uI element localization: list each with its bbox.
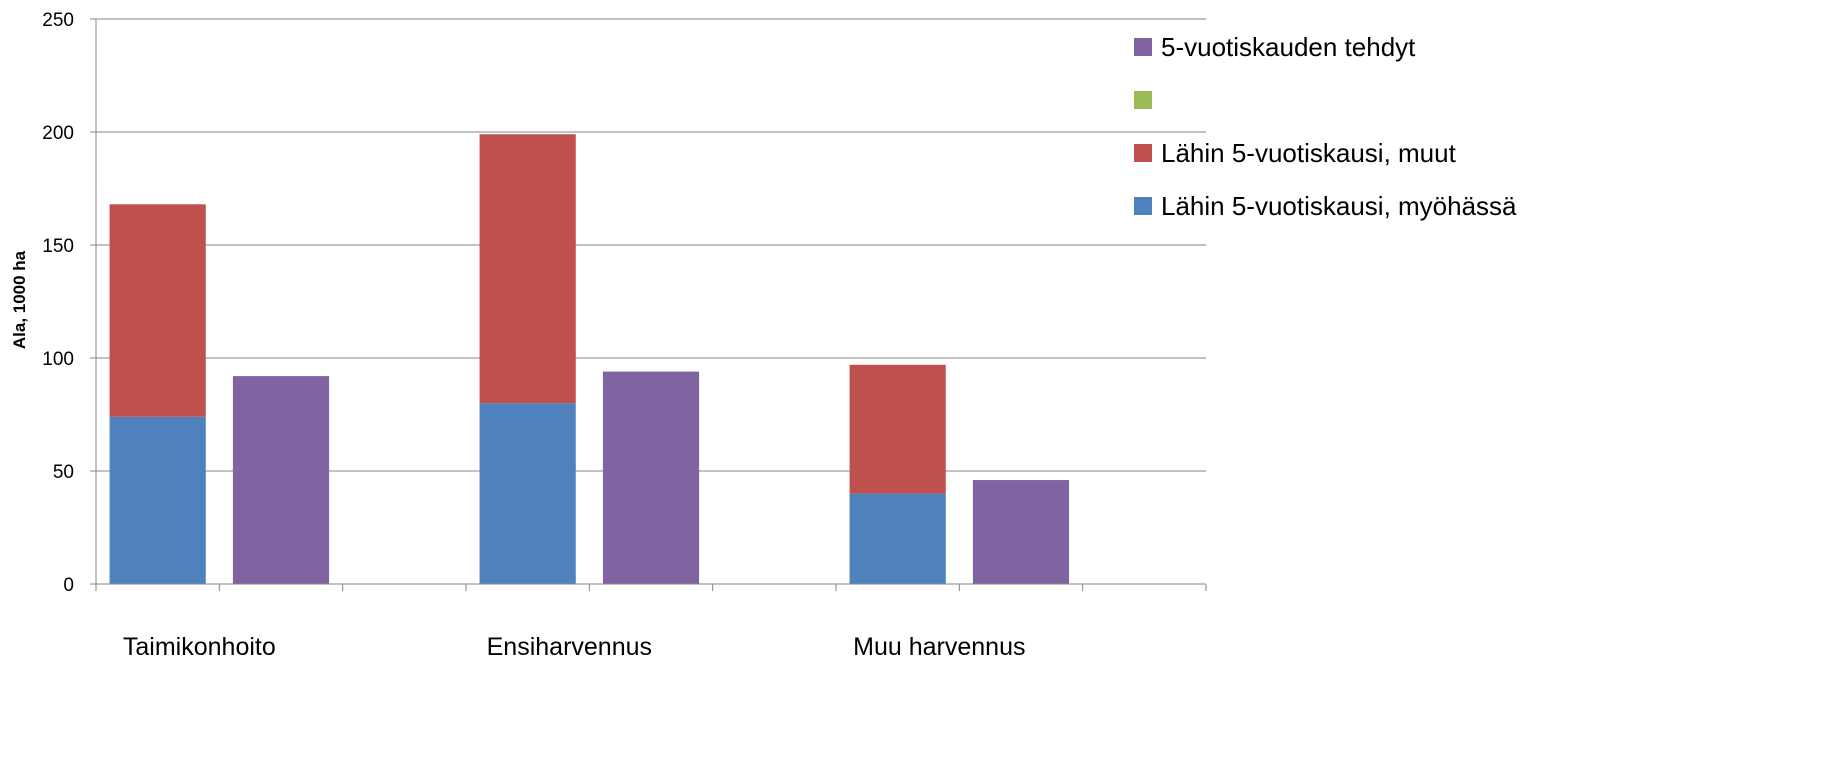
y-tick-label: 100 <box>42 349 74 370</box>
bar <box>849 493 946 584</box>
legend-swatch <box>1134 91 1152 109</box>
legend-swatch <box>1134 38 1152 56</box>
legend-swatch <box>1134 197 1152 215</box>
x-category-label: Muu harvennus <box>853 633 1025 661</box>
x-category-label: Taimikonhoito <box>123 633 276 661</box>
gridlines <box>96 18 1206 472</box>
axes: 0 50 100 150 200 250 Taimikonhoito Ensiharvennu… <box>42 10 1207 661</box>
bar <box>479 134 576 404</box>
legend-label: 5-vuotiskauden tehdyt <box>1161 32 1416 62</box>
bar <box>972 480 1070 584</box>
legend-label: Lähin 5-vuotiskausi, myöhässä <box>1161 191 1517 221</box>
bar <box>232 376 330 584</box>
legend-label: Lähin 5-vuotiskausi, muut <box>1161 138 1457 168</box>
chart: 0 50 100 150 200 250 Taimikonhoito Ensiharvennu… <box>10 10 1517 661</box>
x-category-label: Ensiharvennus <box>487 633 652 661</box>
y-tick-label: 150 <box>42 236 74 257</box>
bar <box>602 371 700 584</box>
legend-swatch <box>1134 144 1152 162</box>
y-tick-label: 200 <box>42 123 74 144</box>
y-axis-label: Ala, 1000 ha <box>10 250 29 349</box>
bar <box>109 204 206 417</box>
y-tick-label: 250 <box>42 10 74 31</box>
y-tick-label: 50 <box>53 462 74 483</box>
legend: 5-vuotiskauden tehdyt Lähin 5-vuotiskausi… <box>1134 32 1517 221</box>
bar <box>849 364 946 494</box>
y-tick-label: 0 <box>63 575 74 596</box>
bar <box>109 416 206 584</box>
bar <box>479 403 576 584</box>
bars <box>109 134 1070 584</box>
